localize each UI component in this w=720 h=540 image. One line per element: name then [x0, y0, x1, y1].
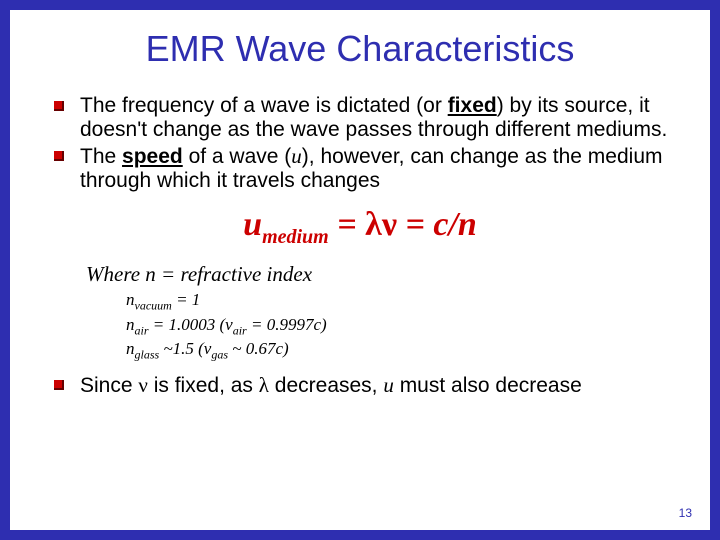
- n2-c: = 0.9997c): [247, 315, 327, 334]
- equation: umedium = λν = c/n: [46, 206, 674, 249]
- bullet-3-b: is fixed, as: [148, 374, 259, 397]
- where-line: Where n = refractive index: [86, 262, 674, 287]
- bullet-3-a: Since: [80, 374, 138, 397]
- bullet-3-lambda: λ: [259, 373, 269, 397]
- bullet-1: The frequency of a wave is dictated (or …: [76, 94, 674, 142]
- n-values: nvacuum = 1 nair = 1.0003 (vair = 0.9997…: [126, 289, 674, 362]
- n3-c: ~ 0.67c): [228, 339, 289, 358]
- eq-lambda: λ: [365, 206, 382, 243]
- n3-sub2: gas: [211, 348, 228, 362]
- eq-eq2: =: [397, 206, 433, 243]
- slide-title: EMR Wave Characteristics: [46, 28, 674, 70]
- eq-cn: c/n: [433, 206, 476, 243]
- bullet-2: The speed of a wave (u), however, can ch…: [76, 144, 674, 193]
- n-glass: nglass ~1.5 (vgas ~ 0.67c): [126, 338, 674, 362]
- n2-sub2: air: [233, 323, 247, 337]
- n3-a: n: [126, 339, 135, 358]
- bullet-3-d: must also decrease: [394, 374, 582, 397]
- eq-sub-medium: medium: [262, 225, 329, 247]
- bullet-3-c: decreases,: [269, 374, 383, 397]
- bullet-list-2: Since ν is fixed, as λ decreases, u must…: [46, 373, 674, 398]
- eq-nu: ν: [382, 206, 397, 243]
- bullet-2-text-a: The: [80, 145, 122, 168]
- bullet-list: The frequency of a wave is dictated (or …: [46, 94, 674, 194]
- n2-b: = 1.0003 (v: [149, 315, 233, 334]
- n3-b: ~1.5 (v: [159, 339, 211, 358]
- bullet-1-fixed: fixed: [448, 94, 497, 117]
- n-air: nair = 1.0003 (vair = 0.9997c): [126, 314, 674, 338]
- eq-eq1: =: [329, 206, 365, 243]
- bullet-3: Since ν is fixed, as λ decreases, u must…: [76, 373, 674, 398]
- eq-u: u: [243, 206, 262, 243]
- n2-sub: air: [135, 323, 149, 337]
- n2-a: n: [126, 315, 135, 334]
- page-number: 13: [679, 506, 692, 520]
- bullet-2-speed: speed: [122, 145, 183, 168]
- n1-sub: vacuum: [135, 299, 172, 313]
- bullet-2-text-b: of a wave (: [183, 145, 292, 168]
- bullet-3-nu: ν: [138, 373, 148, 397]
- n1-a: n: [126, 290, 135, 309]
- n3-sub: glass: [135, 348, 160, 362]
- bullet-3-u: u: [383, 373, 394, 397]
- n-vacuum: nvacuum = 1: [126, 289, 674, 313]
- slide: EMR Wave Characteristics The frequency o…: [10, 10, 710, 530]
- bullet-2-u: u: [291, 144, 302, 168]
- n1-b: = 1: [172, 290, 200, 309]
- bullet-1-text-a: The frequency of a wave is dictated (or: [80, 94, 448, 117]
